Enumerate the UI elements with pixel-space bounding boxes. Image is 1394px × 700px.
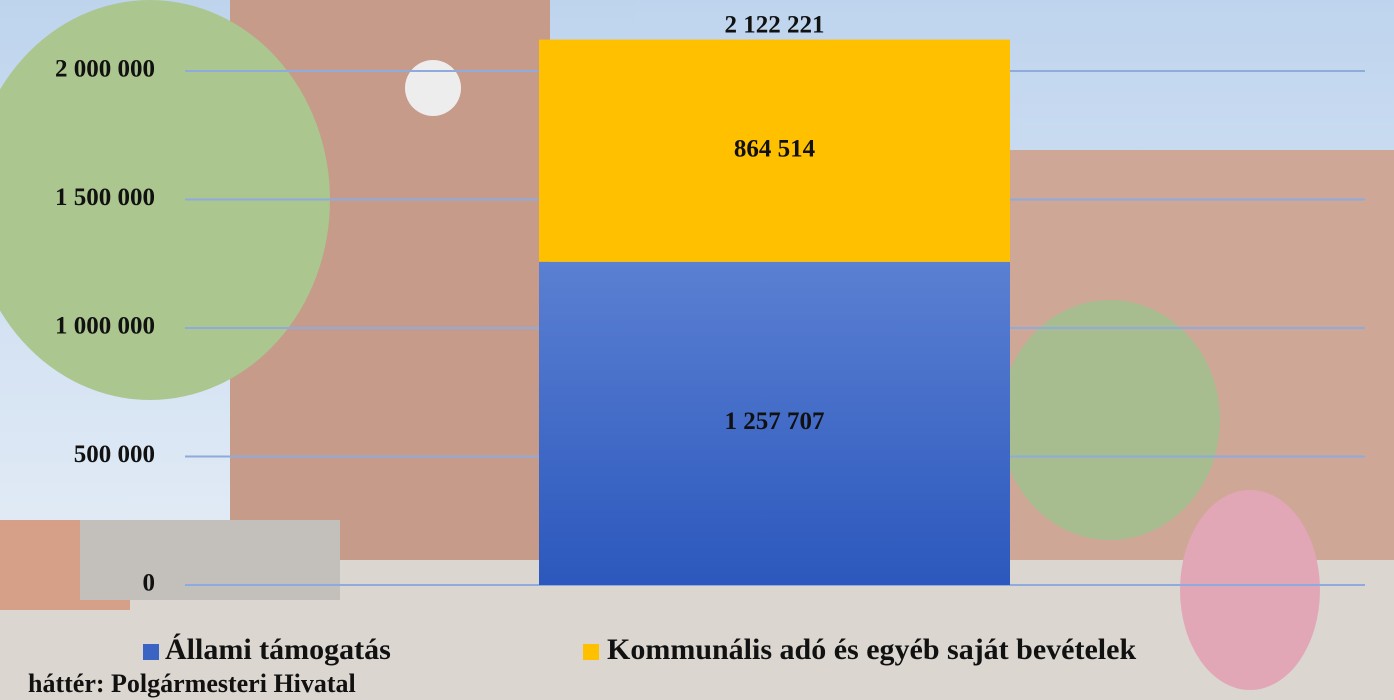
y-tick-label: 500 000 [74,441,155,468]
y-tick-label: 0 [143,570,156,597]
legend-swatch [583,644,599,660]
legend-label: Állami támogatás [165,633,391,666]
data-label: 864 514 [734,135,816,162]
legend-swatch [143,644,159,660]
bar-segment [539,39,1010,262]
y-tick-label: 1 500 000 [55,184,155,211]
data-label: 1 257 707 [725,408,825,435]
legend-label: Kommunális adó és egyéb saját bevételek [607,633,1136,666]
bar-segment [539,261,1010,585]
plot: 0 500 000 1 000 000 1 500 000 2 000 000 1 257… [55,11,1365,597]
total-label: 2 122 221 [725,11,825,38]
y-tick-label: 1 000 000 [55,313,155,340]
caption: háttér: Polgármesteri Hivatal [28,669,356,698]
y-tick-label: 2 000 000 [55,56,155,83]
